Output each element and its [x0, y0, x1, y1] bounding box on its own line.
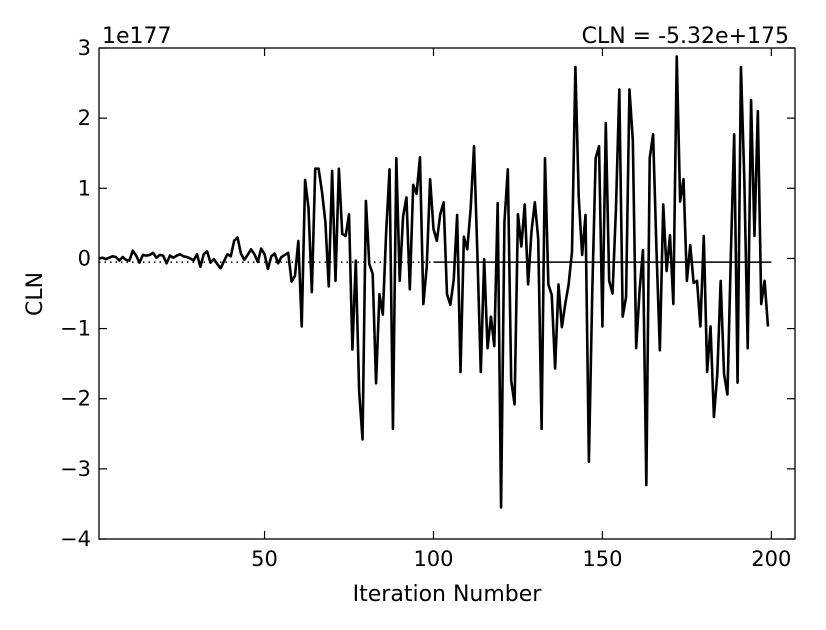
- y-axis-title: CLN: [23, 272, 48, 316]
- offset-text: 1e177: [102, 24, 172, 49]
- plot-frame: [98, 47, 796, 540]
- y-tick-label: −4: [60, 527, 91, 551]
- x-tick-label: 150: [582, 547, 622, 571]
- y-tick-label: −1: [60, 317, 91, 341]
- x-tick-label: 200: [751, 547, 791, 571]
- x-axis-title: Iteration Number: [353, 582, 543, 607]
- y-tick-label: 0: [78, 246, 91, 270]
- y-axis-ticks: −4 −3 −2 −1 0 1 2 3: [60, 36, 795, 551]
- cln-annotation: CLN = -5.32e+175: [582, 24, 789, 49]
- y-tick-label: 3: [78, 36, 91, 60]
- y-tick-label: 2: [78, 106, 91, 130]
- x-axis-ticks: 50 100 150 200: [251, 48, 791, 571]
- y-tick-label: 1: [78, 176, 91, 200]
- y-tick-label: −2: [60, 387, 91, 411]
- y-tick-label: −3: [60, 457, 91, 481]
- series-group: [98, 55, 770, 509]
- x-tick-label: 50: [251, 547, 278, 571]
- x-tick-label: 100: [413, 547, 453, 571]
- series-line-0: [98, 55, 770, 509]
